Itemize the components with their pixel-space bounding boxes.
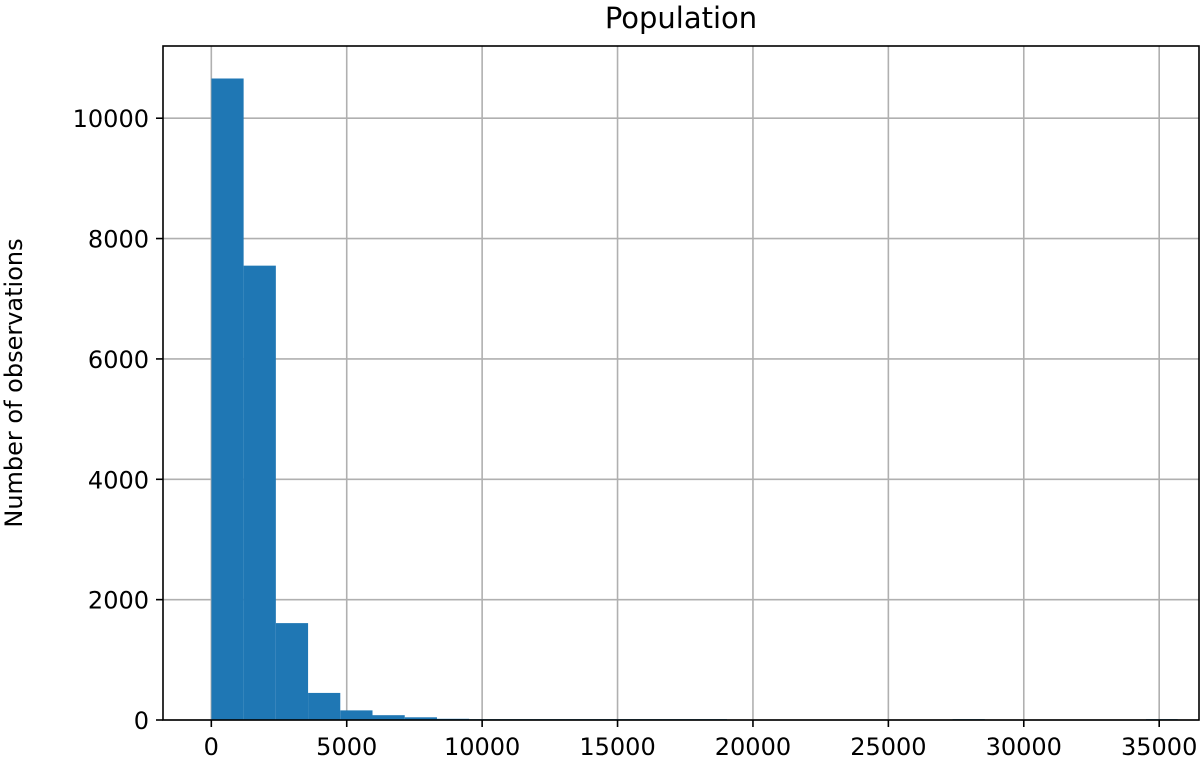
y-axis-label: Number of observations — [0, 238, 28, 527]
x-tick-label: 35000 — [1121, 733, 1197, 761]
x-tick-label: 25000 — [850, 733, 926, 761]
y-tick-label: 0 — [134, 707, 149, 735]
x-tick-label: 5000 — [316, 733, 377, 761]
x-tick-label: 30000 — [986, 733, 1062, 761]
histogram-bar — [404, 717, 437, 720]
histogram-bar — [372, 715, 405, 720]
y-tick-label: 10000 — [73, 105, 149, 133]
histogram-bar — [308, 692, 341, 720]
histogram-bar — [243, 265, 276, 720]
y-axis-ticks: 0 2000 4000 6000 8000 10000 — [73, 105, 163, 735]
histogram-bar — [211, 78, 244, 720]
x-tick-label: 20000 — [715, 733, 791, 761]
x-tick-label: 0 — [204, 733, 219, 761]
x-axis-ticks: 0 5000 10000 15000 20000 25000 30000 35000 — [204, 720, 1197, 761]
y-tick-label: 8000 — [88, 226, 149, 254]
chart-title: Population — [605, 1, 757, 35]
x-tick-label: 10000 — [444, 733, 520, 761]
grid — [163, 46, 1199, 721]
y-tick-label: 6000 — [88, 346, 149, 374]
histogram-bars — [211, 78, 1178, 720]
y-tick-label: 2000 — [88, 587, 149, 615]
y-tick-label: 4000 — [88, 466, 149, 494]
histogram-bar — [340, 710, 373, 720]
x-tick-label: 15000 — [579, 733, 655, 761]
histogram-bar — [275, 623, 309, 720]
axes-frame — [162, 45, 1200, 721]
